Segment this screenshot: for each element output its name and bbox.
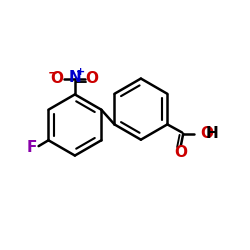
Text: O: O [174, 145, 187, 160]
Text: O: O [50, 71, 64, 86]
Text: −: − [48, 67, 58, 80]
Text: H: H [205, 126, 218, 141]
Text: O: O [200, 126, 213, 141]
Text: F: F [26, 140, 37, 155]
Text: +: + [76, 67, 85, 77]
Text: O: O [86, 71, 98, 86]
Text: N: N [68, 70, 81, 85]
